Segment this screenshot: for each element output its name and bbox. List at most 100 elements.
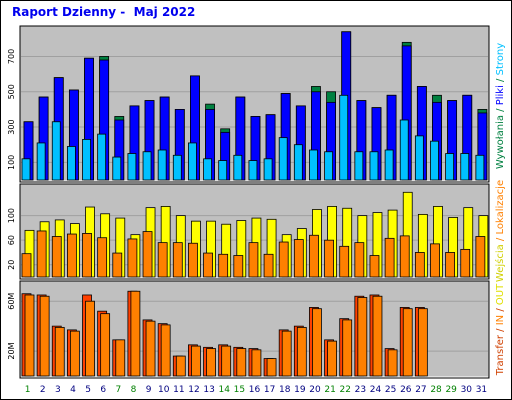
bar-in-day-19 — [296, 326, 307, 377]
x-axis-day-label: 8 — [131, 385, 137, 395]
bar-lokalizacje-day-15 — [233, 255, 244, 278]
bar-strony-day-31 — [475, 154, 485, 181]
bar-in-day-16 — [251, 349, 262, 377]
panel-1-tick-label: 300 — [7, 119, 16, 134]
bar-strony-day-28 — [430, 140, 439, 181]
legend-panel-1: Wywołania / Pliki / Strony — [495, 43, 506, 169]
bar-lokalizacje-day-1 — [21, 253, 32, 278]
bar-in-day-2 — [39, 295, 50, 377]
bar-in-day-15 — [236, 348, 247, 377]
bar-lokalizacje-day-30 — [460, 248, 471, 278]
x-axis-day-label: 14 — [219, 385, 231, 395]
bar-strony-day-4 — [66, 146, 76, 181]
bar-lokalizacje-day-13 — [203, 252, 213, 278]
bar-in-day-6 — [100, 313, 111, 377]
bar-lokalizacje-day-25 — [384, 237, 395, 278]
bar-lokalizacje-day-9 — [142, 231, 153, 278]
x-axis-day-label: 17 — [264, 385, 275, 395]
bar-strony-day-1 — [21, 158, 31, 181]
bar-strony-day-21 — [324, 151, 333, 181]
legend-entry: IN — [495, 315, 506, 325]
x-axis-day-label: 16 — [249, 385, 261, 395]
bar-strony-day-30 — [460, 153, 470, 181]
bar-lokalizacje-day-5 — [82, 233, 92, 278]
bar-strony-day-3 — [51, 121, 61, 181]
x-axis-day-label: 5 — [85, 385, 91, 395]
bar-lokalizacje-day-7 — [112, 252, 123, 278]
bar-lokalizacje-day-4 — [66, 233, 77, 278]
panel-3-tick-label: 60M — [7, 293, 16, 310]
bar-lokalizacje-day-2 — [36, 230, 47, 278]
bar-lokalizacje-day-27 — [414, 252, 425, 278]
bar-strony-day-18 — [278, 137, 288, 181]
bar-lokalizacje-day-22 — [339, 245, 350, 278]
bar-strony-day-20 — [309, 149, 318, 181]
legend-entry: / — [495, 75, 506, 85]
bar-lokalizacje-day-23 — [354, 242, 365, 278]
bar-strony-day-17 — [263, 158, 273, 181]
x-axis-day-label: 2 — [40, 385, 46, 395]
x-axis-day-label: 25 — [385, 385, 396, 395]
bar-in-day-18 — [281, 330, 292, 377]
legend-entry: Strony — [495, 43, 506, 76]
x-axis-day-label: 10 — [158, 385, 170, 395]
legend-panel-3: Transfer / IN / OUT — [495, 283, 506, 376]
bar-lokalizacje-day-31 — [475, 236, 486, 278]
bar-lokalizacje-day-16 — [248, 242, 259, 278]
bar-in-day-5 — [85, 300, 95, 377]
bar-in-day-24 — [372, 295, 383, 377]
bar-in-day-14 — [221, 345, 232, 377]
bar-strony-day-2 — [36, 142, 46, 181]
bar-lokalizacje-day-6 — [97, 237, 108, 278]
x-axis-day-label: 30 — [461, 385, 473, 395]
x-axis-day-label: 21 — [324, 385, 335, 395]
x-axis-day-label: 3 — [55, 385, 61, 395]
bar-strony-day-24 — [369, 151, 379, 181]
panel-1-tick-label: 500 — [7, 84, 16, 99]
bar-in-day-12 — [191, 345, 201, 377]
x-axis-day-label: 29 — [445, 385, 457, 395]
bar-in-day-3 — [54, 326, 65, 377]
x-axis-day-label: 1 — [25, 385, 31, 395]
bar-lokalizacje-day-29 — [445, 252, 456, 278]
panel-1-tick-label: 100 — [7, 155, 16, 170]
bar-in-day-17 — [266, 358, 277, 377]
bar-in-day-8 — [130, 290, 141, 377]
bar-in-day-13 — [206, 348, 216, 377]
report-title: Raport Dzienny - Maj 2022 — [12, 5, 196, 19]
bar-in-day-27 — [417, 308, 428, 377]
bar-strony-day-27 — [414, 135, 424, 181]
x-axis-day-label: 24 — [370, 385, 382, 395]
bar-lokalizacje-day-24 — [369, 255, 380, 278]
bar-strony-day-14 — [218, 160, 228, 181]
legend-entry: / — [495, 235, 506, 245]
x-axis-day-label: 26 — [400, 385, 412, 395]
legend-entry: OUT — [495, 283, 506, 305]
bar-strony-day-7 — [112, 156, 122, 181]
bar-strony-day-11 — [172, 154, 182, 181]
x-axis-day-label: 18 — [279, 385, 291, 395]
x-axis-day-label: 19 — [294, 385, 306, 395]
bar-in-day-22 — [342, 319, 353, 377]
legend-entry: Pliki — [495, 85, 506, 105]
x-axis-day-label: 27 — [415, 385, 426, 395]
bar-strony-day-6 — [97, 133, 107, 181]
bar-lokalizacje-day-19 — [293, 239, 304, 278]
bar-strony-day-13 — [203, 158, 212, 181]
legend-entry: Lokalizacje — [495, 180, 506, 235]
x-axis-day-label: 13 — [203, 385, 214, 395]
bar-strony-day-26 — [399, 119, 409, 181]
bar-lokalizacje-day-28 — [430, 243, 440, 278]
bar-lokalizacje-day-14 — [218, 253, 229, 278]
x-axis-day-label: 20 — [309, 385, 321, 395]
panel-1-tick-label: 700 — [7, 49, 16, 64]
legend-entry: Transfer — [495, 334, 506, 376]
panel-2-tick-label: 20 — [7, 260, 16, 270]
x-axis-day-label: 9 — [146, 385, 152, 395]
bar-in-day-7 — [115, 339, 126, 377]
bar-in-day-20 — [312, 308, 322, 377]
bar-lokalizacje-day-17 — [263, 253, 274, 278]
bar-strony-day-19 — [293, 144, 303, 181]
bar-in-day-11 — [175, 355, 186, 377]
